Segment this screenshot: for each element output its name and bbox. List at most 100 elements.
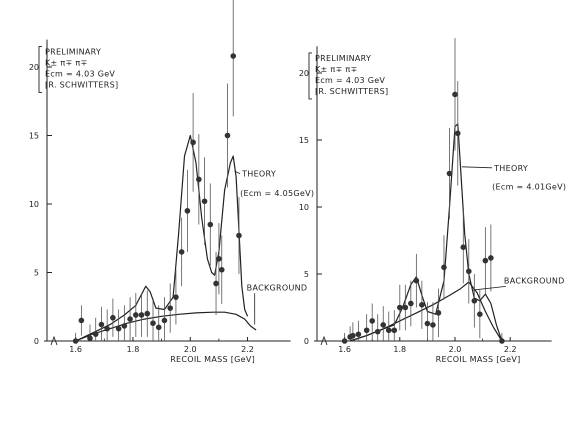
- y-tick-label: 5: [34, 269, 39, 278]
- data-point: [424, 320, 431, 327]
- y-tick-label: 0: [304, 337, 309, 346]
- data-point: [201, 198, 208, 205]
- x-tick-label: 2.0: [449, 345, 462, 354]
- data-point: [355, 331, 362, 338]
- data-point: [341, 338, 348, 344]
- data-point: [369, 318, 376, 324]
- data-point: [350, 332, 356, 339]
- data-point: [385, 327, 392, 334]
- data-point: [380, 322, 387, 328]
- data-point: [92, 331, 99, 337]
- data-point: [213, 280, 219, 287]
- y-tick-label: 5: [304, 270, 309, 279]
- x-tick-label: 1.6: [69, 345, 82, 354]
- legend-line: K± π∓ π∓: [45, 58, 87, 67]
- data-point: [196, 176, 202, 183]
- theory-label: THEORY: [241, 170, 276, 179]
- axis-break-mark: [50, 335, 58, 346]
- data-point: [363, 327, 370, 334]
- legend-line: [R. SCHWITTERS]: [45, 80, 118, 89]
- theory-energy-label: (Ecm = 4.05GeV): [240, 189, 314, 198]
- theory-leader-line: [461, 166, 493, 169]
- data-point: [488, 255, 494, 261]
- data-point: [87, 335, 93, 342]
- background-leader-line: [472, 285, 506, 291]
- legend-line: [R. SCHWITTERS]: [315, 87, 388, 96]
- data-point: [72, 338, 79, 344]
- data-point: [115, 325, 122, 332]
- theory-energy-label: (Ecm = 4.01GeV): [492, 183, 566, 192]
- data-point: [150, 320, 156, 326]
- data-point: [190, 139, 196, 146]
- theory-leader-line: [234, 170, 241, 174]
- legend-bracket: [308, 52, 312, 100]
- x-tick-label: 1.6: [338, 345, 351, 354]
- y-tick-label: 0: [34, 337, 39, 346]
- data-point: [441, 264, 447, 271]
- data-point: [167, 305, 173, 311]
- data-point: [155, 324, 162, 331]
- data-point: [138, 312, 145, 318]
- data-point: [173, 294, 179, 300]
- data-point: [110, 314, 116, 321]
- data-point: [78, 317, 85, 324]
- x-tick-label: 1.8: [127, 345, 140, 354]
- data-point: [460, 244, 467, 250]
- data-point: [446, 170, 453, 177]
- y-tick-label: 15: [29, 132, 39, 141]
- y-tick-label: 10: [29, 200, 39, 209]
- data-point: [482, 257, 489, 264]
- legend-line: K± π∓ π∓: [315, 65, 357, 74]
- data-point: [236, 232, 242, 239]
- data-point: [178, 249, 185, 255]
- data-point: [104, 325, 110, 332]
- data-point: [133, 312, 139, 318]
- legend-bracket: [38, 46, 42, 93]
- data-point: [466, 268, 472, 275]
- x-tick-label: 2.2: [241, 345, 254, 354]
- y-tick-label: 20: [29, 63, 39, 72]
- background-label: BACKGROUND: [247, 283, 308, 292]
- data-point: [391, 327, 398, 334]
- data-point: [224, 132, 231, 139]
- data-point: [408, 300, 414, 307]
- data-point: [499, 338, 505, 344]
- data-point: [216, 255, 222, 262]
- data-point: [161, 317, 168, 324]
- data-point: [454, 130, 461, 137]
- x-tick-label: 2.2: [504, 345, 517, 354]
- data-point: [98, 321, 105, 328]
- legend-line: PRELIMINARY: [315, 54, 371, 63]
- legend-line: Ecm = 4.03 GeV: [45, 69, 115, 78]
- data-point: [397, 304, 403, 311]
- data-point: [452, 91, 458, 98]
- background-label: BACKGROUND: [504, 276, 565, 285]
- x-tick-label: 1.8: [393, 345, 406, 354]
- data-point: [374, 328, 381, 335]
- data-point: [471, 298, 478, 304]
- y-tick-label: 15: [299, 136, 309, 145]
- legend-line: Ecm = 4.03 GeV: [315, 76, 385, 85]
- data-point: [121, 323, 128, 329]
- y-tick-label: 10: [299, 203, 309, 212]
- data-point: [230, 53, 237, 59]
- data-point: [184, 208, 191, 214]
- data-point: [144, 310, 151, 317]
- data-point: [413, 277, 420, 284]
- data-point: [430, 322, 436, 328]
- data-point: [435, 310, 442, 316]
- data-point: [419, 302, 425, 308]
- data-point: [127, 316, 133, 322]
- data-point: [477, 311, 483, 318]
- x-tick-label: 2.0: [184, 345, 197, 354]
- theory-label: THEORY: [493, 164, 528, 173]
- data-point: [402, 304, 409, 311]
- y-tick-label: 20: [299, 69, 309, 78]
- data-point: [218, 266, 225, 273]
- x-axis-label: RECOIL MASS [GeV]: [170, 355, 255, 364]
- data-point: [207, 221, 214, 228]
- axis-break-mark: [320, 335, 328, 346]
